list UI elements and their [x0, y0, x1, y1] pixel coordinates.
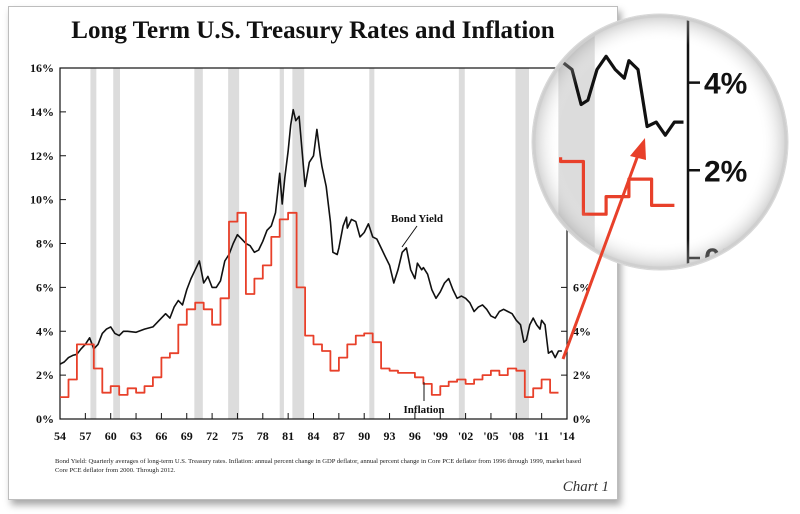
x-tick-label: '05: [483, 429, 498, 443]
y-left-tick-label: 8%: [36, 237, 54, 251]
recession-band: [458, 68, 465, 419]
leader-line-bond-yield: [401, 225, 418, 248]
zoom-pointer-arrow: [561, 154, 640, 360]
x-tick-label: 81: [282, 429, 294, 443]
recession-band: [113, 68, 120, 419]
chart-number-label: Chart 1: [562, 479, 609, 495]
y-left-tick-label: 10%: [30, 193, 54, 207]
y-left-tick-label: 12%: [30, 149, 54, 163]
recession-band: [515, 68, 529, 419]
x-tick-label: 78: [257, 429, 269, 443]
x-tick-label: '02: [458, 429, 473, 443]
recession-band: [194, 68, 203, 419]
x-tick-label: 57: [79, 429, 91, 443]
y-right-tick-label: 2%: [573, 368, 591, 382]
x-tick-label: 96: [409, 429, 421, 443]
series-label-bond-yield: Bond Yield: [391, 213, 443, 225]
series-label-inflation: Inflation: [404, 404, 445, 416]
x-tick-label: '99: [433, 429, 448, 443]
x-tick-label: 84: [308, 429, 320, 443]
x-tick-label: 54: [54, 429, 66, 443]
x-tick-label: '11: [534, 429, 549, 443]
x-tick-label: 90: [358, 429, 370, 443]
x-tick-label: 75: [231, 429, 243, 443]
x-tick-label: '14: [559, 429, 574, 443]
x-tick-label: 72: [206, 429, 218, 443]
recession-band: [90, 68, 97, 419]
y-right-tick-label: 0%: [573, 412, 591, 426]
series-line-inflation: [60, 211, 559, 398]
y-left-tick-label: 16%: [30, 61, 54, 75]
x-tick-label: 87: [333, 429, 345, 443]
recession-band: [279, 68, 284, 419]
x-tick-label: '08: [509, 429, 524, 443]
chart-title: Long Term U.S. Treasury Rates and Inflat…: [71, 17, 555, 44]
y-left-tick-label: 0%: [36, 412, 54, 426]
y-right-tick-label: 4%: [573, 324, 591, 338]
x-tick-label: 93: [384, 429, 396, 443]
series-line-bond-yield: [60, 108, 562, 365]
x-tick-label: 66: [155, 429, 167, 443]
y-left-tick-label: 4%: [36, 324, 54, 338]
y-left-tick-label: 6%: [36, 280, 54, 294]
x-tick-label: 69: [181, 429, 193, 443]
chart-footnote: Bond Yield: Quarterly averages of long-t…: [55, 458, 582, 474]
x-tick-label: 63: [130, 429, 142, 443]
recession-band: [369, 68, 375, 419]
recession-band: [292, 68, 305, 419]
zoom-pointer-arrowhead: [630, 138, 646, 160]
y-left-tick-label: 14%: [30, 105, 54, 119]
y-left-tick-label: 2%: [36, 368, 54, 382]
x-tick-label: 60: [105, 429, 117, 443]
